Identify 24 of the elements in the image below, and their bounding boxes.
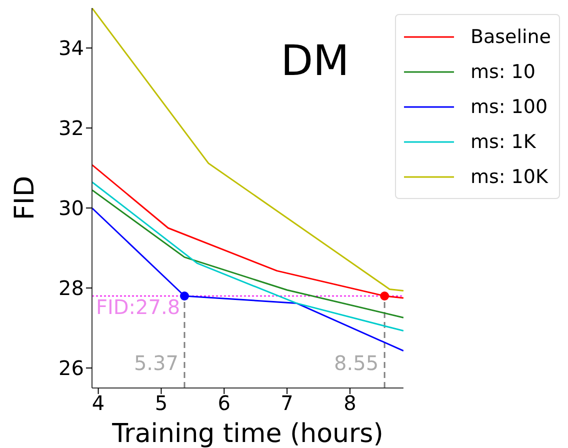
legend-label: ms: 10K [470,166,548,188]
legend-label: ms: 1K [470,130,536,152]
line-series [92,8,404,292]
ref-line-label: 5.37 [134,351,178,375]
y-tick-label: 28 [58,276,84,300]
legend-label: Baseline [470,26,551,48]
x-tick-label: 5 [154,391,168,416]
text: DM [280,36,350,85]
x-axis-title: Training time (hours) [111,419,384,448]
y-tick-label: 30 [58,196,84,220]
ref-line-label: FID:27.8 [96,295,180,320]
y-tick-label: 34 [58,36,84,60]
line-series [92,164,404,299]
x-tick-label: 6 [218,391,230,416]
y-tick-label: 32 [58,116,84,140]
legend-label: ms: 100 [470,96,548,118]
y-axis-title: FID [10,176,41,220]
x-tick-label: 4 [92,391,105,416]
y-tick-label: 26 [58,356,84,380]
line-series [92,207,404,352]
x-tick-label: 7 [280,391,294,416]
legend-label: ms: 10 [470,60,536,82]
ref-line-label: 8.55 [334,351,379,375]
x-tick-label: 8 [344,391,356,416]
